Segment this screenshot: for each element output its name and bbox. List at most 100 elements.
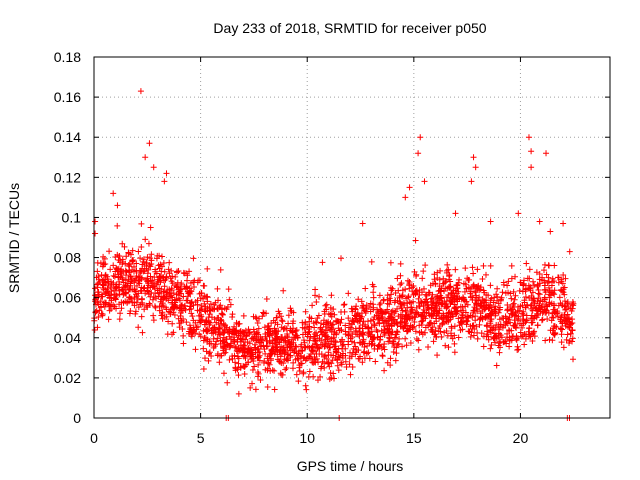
data-point — [369, 281, 376, 288]
x-tick-label: 10 — [299, 430, 315, 446]
data-point — [146, 300, 153, 307]
data-point — [201, 300, 208, 307]
data-point — [515, 210, 522, 217]
data-point — [436, 276, 443, 283]
data-point — [487, 302, 494, 309]
data-point — [394, 305, 401, 312]
data-point — [352, 325, 359, 332]
data-point — [372, 358, 379, 365]
data-point — [373, 312, 380, 319]
data-point — [293, 371, 300, 378]
data-point — [273, 314, 280, 321]
data-point — [353, 346, 360, 353]
data-point — [378, 315, 385, 322]
data-point — [438, 301, 445, 308]
data-point — [524, 275, 531, 282]
data-point — [459, 304, 466, 311]
data-point — [197, 295, 204, 302]
data-point — [453, 308, 460, 315]
data-point — [460, 296, 467, 303]
data-point — [569, 338, 576, 345]
data-point — [262, 350, 269, 357]
data-point — [114, 202, 121, 209]
data-point — [400, 324, 407, 331]
data-point — [360, 338, 367, 345]
data-point — [255, 325, 262, 332]
data-point — [557, 326, 564, 333]
data-point — [525, 282, 532, 289]
data-point — [483, 322, 490, 329]
data-point — [127, 307, 134, 314]
data-point — [397, 272, 404, 279]
data-point — [459, 326, 466, 333]
data-point — [409, 324, 416, 331]
data-point — [347, 349, 354, 356]
data-point — [549, 279, 556, 286]
data-point — [138, 295, 145, 302]
data-point — [357, 313, 364, 320]
data-point — [519, 324, 526, 331]
data-point — [328, 292, 335, 299]
data-point — [560, 272, 567, 279]
data-point — [235, 372, 242, 379]
data-point — [569, 316, 576, 323]
data-point — [512, 309, 519, 316]
data-point — [544, 315, 551, 322]
data-point — [510, 333, 517, 340]
data-point — [381, 341, 388, 348]
data-point — [442, 342, 449, 349]
data-point — [303, 386, 310, 393]
data-point — [497, 321, 504, 328]
data-point — [432, 302, 439, 309]
data-point — [431, 320, 438, 327]
data-point — [255, 361, 262, 368]
data-point — [454, 285, 461, 292]
data-point — [264, 355, 271, 362]
data-point — [513, 312, 520, 319]
data-point — [371, 321, 378, 328]
data-point — [483, 271, 490, 278]
data-point — [240, 312, 247, 319]
data-point — [535, 290, 542, 297]
data-point — [284, 331, 291, 338]
data-point — [223, 346, 230, 353]
data-point — [551, 291, 558, 298]
data-point — [381, 320, 388, 327]
data-point — [483, 291, 490, 298]
data-point — [206, 340, 213, 347]
data-point — [484, 328, 491, 335]
data-point — [110, 272, 117, 279]
data-point — [296, 352, 303, 359]
data-point — [161, 283, 168, 290]
data-point — [269, 367, 276, 374]
data-point — [435, 325, 442, 332]
data-point — [303, 355, 310, 362]
data-point — [268, 347, 275, 354]
data-point — [277, 353, 284, 360]
data-point — [448, 332, 455, 339]
data-point — [504, 282, 511, 289]
data-point — [172, 282, 179, 289]
data-point — [569, 299, 576, 306]
data-point — [421, 178, 428, 185]
data-point — [410, 283, 417, 290]
data-point — [357, 318, 364, 325]
data-point — [229, 311, 236, 318]
data-point — [418, 329, 425, 336]
data-point — [542, 289, 549, 296]
data-point — [321, 310, 328, 317]
data-point — [368, 338, 375, 345]
data-point — [198, 302, 205, 309]
data-point — [184, 277, 191, 284]
data-point — [376, 292, 383, 299]
data-point — [521, 341, 528, 348]
data-point — [558, 331, 565, 338]
data-point — [133, 260, 140, 267]
data-point — [163, 306, 170, 313]
data-point — [146, 140, 153, 147]
data-point — [133, 299, 140, 306]
y-tick-label: 0.14 — [54, 129, 81, 145]
data-point — [397, 323, 404, 330]
data-point — [211, 301, 218, 308]
data-point — [131, 299, 138, 306]
